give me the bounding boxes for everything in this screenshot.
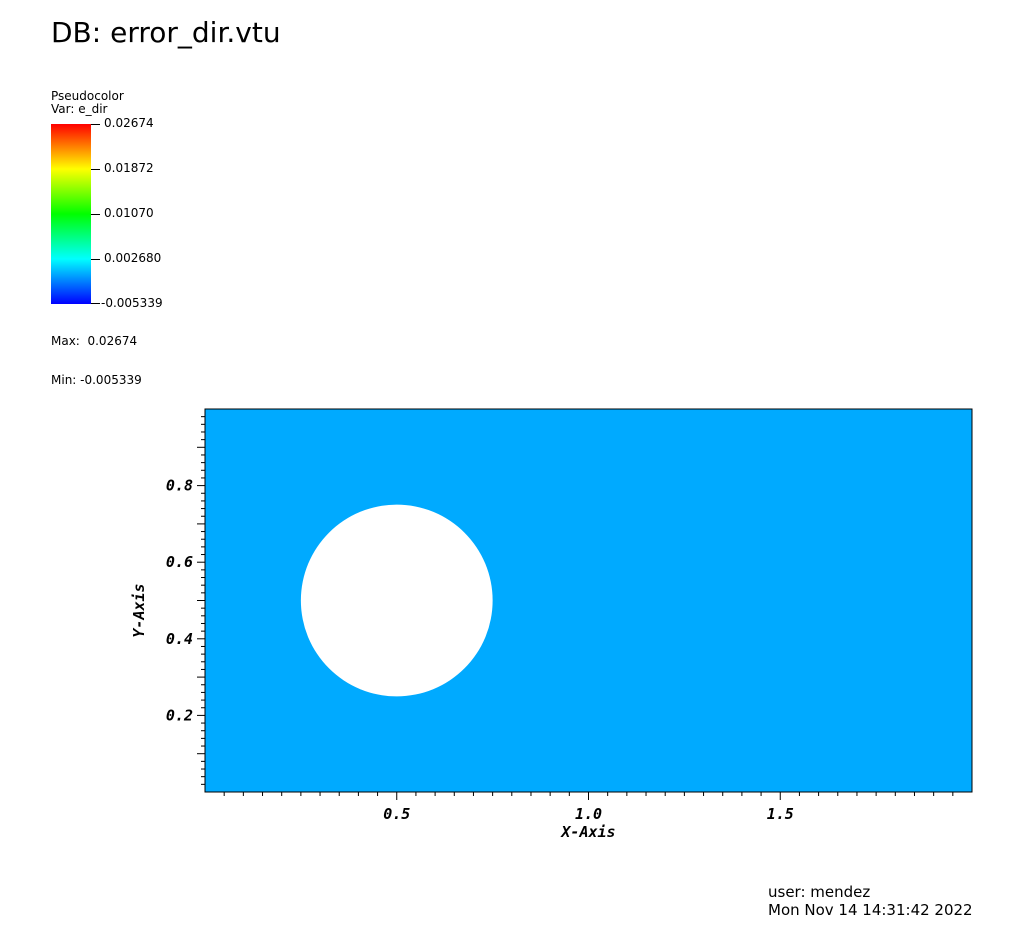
legend-min-value: Min: -0.005339 [51, 373, 142, 387]
legend-label-min: -0.005339 [101, 296, 163, 310]
y-tick-label: 0.6 [166, 553, 193, 571]
legend-variable: Var: e_dir [51, 102, 108, 116]
axis-tick-labels: 0.5 1.0 1.5 0.2 0.4 0.6 0.8 [166, 477, 794, 823]
legend-tick [91, 124, 100, 125]
y-tick-label: 0.2 [166, 706, 193, 724]
footer-info: user: mendez Mon Nov 14 14:31:42 2022 [768, 883, 973, 919]
y-axis-label: Y-Axis [130, 583, 148, 637]
legend-plot-type: Pseudocolor [51, 89, 124, 103]
legend-tick [91, 214, 100, 215]
circular-hole [300, 504, 493, 697]
legend-label: 0.01070 [104, 206, 154, 220]
legend-title: Pseudocolor Var: e_dir [51, 90, 124, 116]
legend-label: 0.01872 [104, 161, 154, 175]
legend-minmax: Max: 0.02674 Min: -0.005339 [51, 309, 142, 400]
footer-timestamp: Mon Nov 14 14:31:42 2022 [768, 901, 973, 919]
y-tick-label: 0.4 [166, 630, 193, 648]
x-tick-label: 0.5 [383, 805, 410, 823]
axis-ticks [197, 416, 954, 800]
legend-tick [91, 169, 100, 170]
color-legend-bar [51, 124, 91, 304]
x-tick-label: 1.0 [575, 805, 602, 823]
legend-max-value: Max: 0.02674 [51, 334, 138, 348]
x-tick-label: 1.5 [767, 805, 794, 823]
legend-label-max: 0.02674 [104, 116, 154, 130]
x-axis-label: X-Axis [559, 823, 615, 841]
footer-user: user: mendez [768, 883, 871, 901]
legend-tick [91, 259, 100, 260]
legend-label: 0.002680 [104, 251, 162, 265]
y-tick-label: 0.8 [166, 477, 193, 495]
legend-tick [91, 303, 100, 304]
database-title: DB: error_dir.vtu [51, 16, 281, 49]
